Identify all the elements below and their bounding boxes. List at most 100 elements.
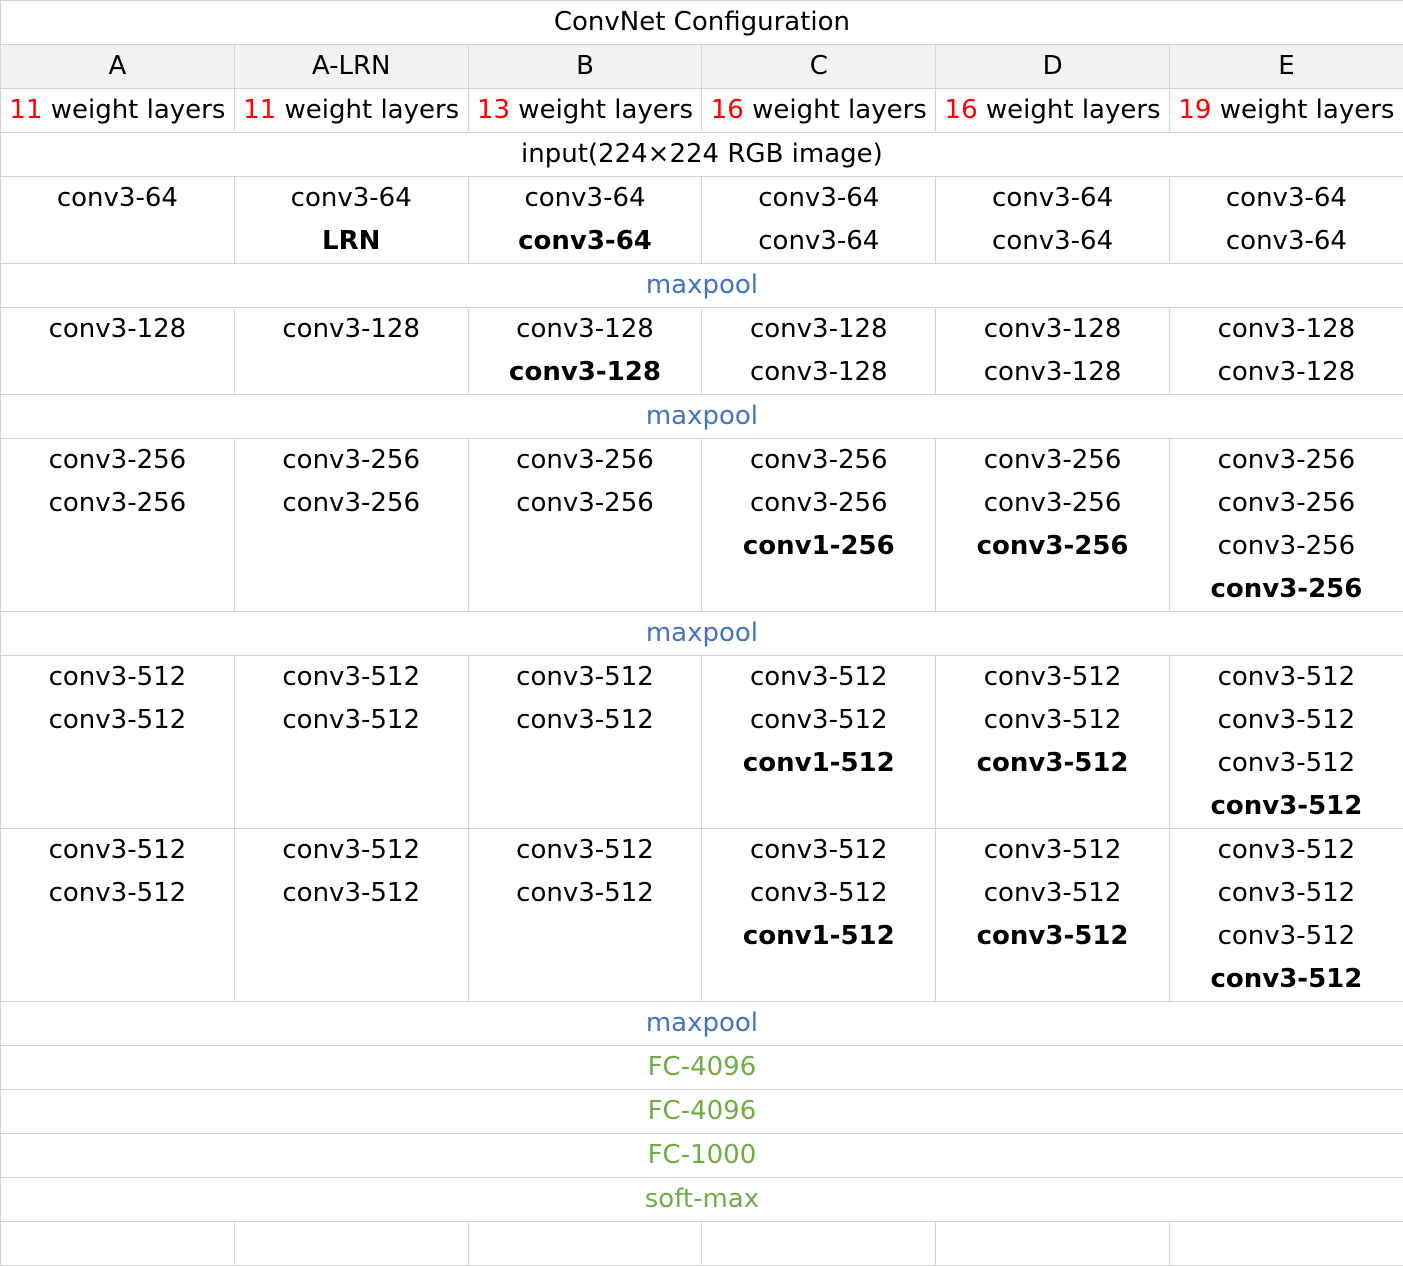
layer-entry: conv3-128 [235, 308, 468, 351]
layer-entry: conv3-512 [1, 872, 234, 915]
layer-entry: conv3-256 [1, 482, 234, 525]
layer-entry: conv3-64 [469, 177, 702, 220]
layer-entry: conv3-64 [936, 177, 1169, 220]
column-header: D [936, 45, 1170, 89]
layer-entry: conv3-256 [469, 439, 702, 482]
layer-count: 16 [711, 95, 744, 125]
fc-row: FC-4096 [1, 1090, 1403, 1134]
input-row: input(224×224 RGB image) [1, 133, 1403, 177]
layer-entry: conv3-256 [702, 439, 935, 482]
layer-entry: conv3-512 [469, 829, 702, 872]
weight-layers-cell: 11 weight layers [234, 89, 468, 133]
empty-cell [234, 1222, 468, 1266]
table-title: ConvNet Configuration [1, 1, 1403, 45]
layer-entry: conv3-64 [235, 177, 468, 220]
layer-entry: LRN [235, 220, 468, 263]
weight-layers-cell: 16 weight layers [936, 89, 1170, 133]
layer-count-suffix: weight layers [276, 95, 459, 125]
empty-cell [468, 1222, 702, 1266]
layer-cell: conv3-128 [234, 308, 468, 395]
layer-entry: conv3-256 [1, 439, 234, 482]
weight-layers-cell: 13 weight layers [468, 89, 702, 133]
layer-count: 13 [477, 95, 510, 125]
weight-layers-cell: 19 weight layers [1169, 89, 1403, 133]
layer-count-suffix: weight layers [1211, 95, 1394, 125]
fc-row: FC-1000 [1, 1134, 1403, 1178]
layer-entry: conv3-512 [1, 699, 234, 742]
column-header: A-LRN [234, 45, 468, 89]
layer-entry: conv3-256 [936, 525, 1169, 568]
layer-entry: conv3-512 [702, 699, 935, 742]
layer-entry: conv3-256 [235, 482, 468, 525]
layer-entry: conv3-64 [1170, 177, 1403, 220]
empty-cell [702, 1222, 936, 1266]
layer-entry: conv3-512 [1170, 656, 1403, 699]
layer-entry: conv3-512 [235, 656, 468, 699]
layer-entry: conv1-512 [702, 742, 935, 785]
layer-entry: conv3-128 [1170, 351, 1403, 394]
layer-entry: conv3-128 [1, 308, 234, 351]
layer-entry: conv3-512 [936, 656, 1169, 699]
layer-entry: conv1-256 [702, 525, 935, 568]
column-header: E [1169, 45, 1403, 89]
maxpool-row: maxpool [1, 395, 1403, 439]
layer-entry: conv3-128 [469, 351, 702, 394]
layer-entry: conv3-512 [469, 699, 702, 742]
layer-count: 19 [1178, 95, 1211, 125]
layer-entry: conv3-512 [1170, 699, 1403, 742]
layer-entry: conv3-512 [1170, 872, 1403, 915]
layer-cell: conv3-128 [1, 308, 235, 395]
layer-entry: conv3-256 [1170, 482, 1403, 525]
fc-row: FC-4096 [1, 1046, 1403, 1090]
weight-layers-cell: 16 weight layers [702, 89, 936, 133]
layer-entry: conv3-128 [1170, 308, 1403, 351]
layer-count: 11 [243, 95, 276, 125]
maxpool-row: maxpool [1, 264, 1403, 308]
softmax-row: soft-max [1, 1178, 1403, 1222]
layer-entry: conv3-512 [936, 872, 1169, 915]
layer-entry: conv3-512 [702, 829, 935, 872]
layer-entry: conv3-128 [936, 351, 1169, 394]
layer-entry: conv3-64 [469, 220, 702, 263]
layer-entry: conv3-256 [1170, 525, 1403, 568]
layer-count: 11 [9, 95, 42, 125]
empty-cell [1, 1222, 235, 1266]
layer-entry: conv3-64 [1, 177, 234, 220]
layer-entry: conv3-512 [469, 656, 702, 699]
layer-entry: conv3-256 [469, 482, 702, 525]
layer-entry: conv3-512 [1170, 742, 1403, 785]
layer-entry: conv3-512 [469, 872, 702, 915]
layer-entry: conv3-128 [702, 308, 935, 351]
layer-entry: conv3-512 [702, 656, 935, 699]
layer-entry: conv3-512 [936, 915, 1169, 958]
layer-entry: conv3-128 [469, 308, 702, 351]
layer-entry: conv3-256 [1170, 568, 1403, 611]
layer-entry: conv3-512 [936, 699, 1169, 742]
layer-entry: conv3-256 [936, 482, 1169, 525]
layer-entry: conv3-256 [235, 439, 468, 482]
layer-entry: conv3-512 [936, 829, 1169, 872]
